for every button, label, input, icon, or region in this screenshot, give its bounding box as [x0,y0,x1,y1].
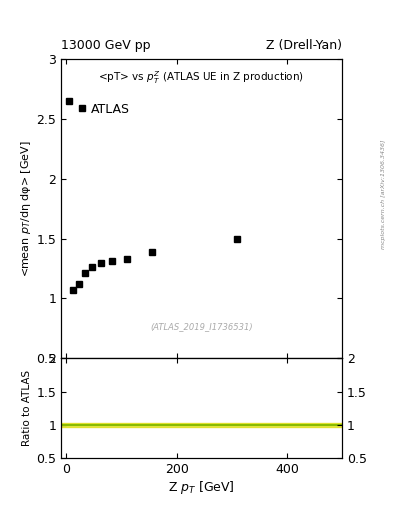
Y-axis label: <mean $p_T$/dη dφ> [GeV]: <mean $p_T$/dη dφ> [GeV] [19,140,33,277]
ATLAS [98,260,103,266]
Line: ATLAS: ATLAS [66,97,241,293]
ATLAS [71,287,75,293]
Legend: ATLAS: ATLAS [72,98,135,121]
ATLAS [125,256,129,262]
ATLAS [76,281,81,287]
Text: (ATLAS_2019_I1736531): (ATLAS_2019_I1736531) [150,323,253,331]
Y-axis label: Ratio to ATLAS: Ratio to ATLAS [22,370,32,446]
ATLAS [82,270,87,276]
ATLAS [90,264,95,270]
Text: mcplots.cern.ch [arXiv:1306.3436]: mcplots.cern.ch [arXiv:1306.3436] [381,140,386,249]
X-axis label: Z $p_T$ [GeV]: Z $p_T$ [GeV] [168,479,235,496]
Text: Z (Drell-Yan): Z (Drell-Yan) [266,39,342,52]
Text: 13000 GeV pp: 13000 GeV pp [61,39,151,52]
Bar [61,423,342,427]
ATLAS [149,249,154,255]
ATLAS [109,258,114,264]
ATLAS [67,98,72,104]
ATLAS [235,236,240,242]
Text: <pT> vs $p_T^Z$ (ATLAS UE in Z production): <pT> vs $p_T^Z$ (ATLAS UE in Z productio… [98,69,305,86]
